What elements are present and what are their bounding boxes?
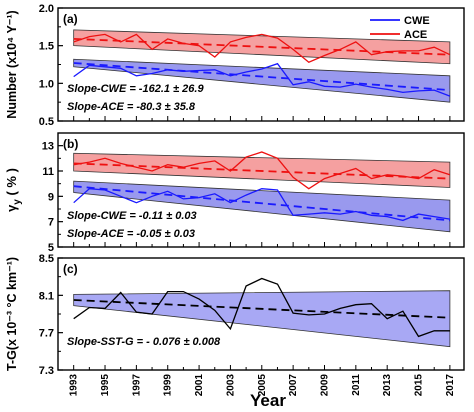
y-tick-label: 9	[48, 191, 54, 203]
trend-line-cwe	[73, 185, 450, 222]
legend-label-ace: ACE	[404, 29, 427, 41]
panels: 0.5 1.0 1.5 2.0 (a) Slope-CWE = -162.1 ± 26.9…	[4, 3, 465, 377]
panel-label: (a)	[63, 12, 78, 26]
panel-label: (b)	[63, 137, 78, 151]
panel-label: (c)	[63, 262, 78, 276]
confidence-band-cwe	[73, 180, 451, 233]
y-tick-label: 8.5	[39, 253, 54, 265]
legend-label-cwe: CWE	[404, 15, 430, 27]
x-tick-label: 1993	[69, 374, 80, 397]
y-tick-label: 0.5	[39, 116, 54, 128]
x-tick-label: 2013	[382, 374, 393, 397]
x-tick-label: 1997	[131, 374, 142, 397]
series-line-ace	[73, 151, 451, 190]
plot-frame	[57, 132, 465, 248]
x-tick-label: 1999	[163, 374, 174, 397]
x-tick-label: 2015	[414, 374, 425, 397]
y-tick-label: 7.3	[39, 365, 54, 377]
y-tick-label: 2.0	[39, 3, 54, 15]
y-tick-label: 5	[48, 242, 54, 254]
x-tick-label: 2001	[194, 374, 205, 397]
slope-annotation: Slope-CWE = -162.1 ± 26.9	[67, 83, 204, 95]
series-line-cwe	[73, 62, 451, 97]
series-line-cwe	[73, 188, 451, 222]
y-axis-label: γy ( % )	[4, 168, 23, 212]
confidence-band-cwe	[73, 58, 451, 103]
x-tick-label: 2011	[351, 374, 362, 396]
x-tick-label: 2009	[319, 374, 330, 397]
y-tick-label: 11	[42, 166, 54, 178]
series-line-sst-g	[73, 277, 450, 338]
legend: CWE ACE	[370, 15, 430, 41]
y-axis-label: T-G(x 10⁻³ °C km⁻¹)	[5, 257, 19, 371]
x-tick-label: 2005	[257, 374, 268, 397]
trend-line-ace	[73, 162, 450, 180]
x-tick-label: 1995	[100, 374, 111, 397]
slope-annotation: Slope-CWE = -0.11 ± 0.03	[67, 210, 197, 222]
slope-annotation: Slope-ACE = -0.05 ± 0.03	[67, 228, 195, 240]
y-tick-label: 13	[42, 141, 54, 153]
slope-annotation: Slope-SST-G = - 0.076 ± 0.008	[67, 336, 221, 348]
x-axis-label: Year	[250, 391, 286, 410]
y-tick-label: 8.1	[39, 290, 54, 302]
y-tick-label: 7.7	[39, 328, 54, 340]
y-axis-label: Number (x10⁴ Y⁻¹)	[5, 10, 19, 118]
y-tick-label: 1.0	[39, 78, 54, 90]
x-tick-label: 2017	[445, 374, 456, 397]
panel-1: 0.5 1.0 1.5 2.0 (a) Slope-CWE = -162.1 ± 26.9…	[5, 3, 465, 128]
trend-line-cwe	[73, 62, 450, 92]
panel-3: 7.3 7.7 8.1 8.5 (c) Slope-SST-G = - 0.076 ± 0…	[5, 253, 465, 377]
slope-annotation: Slope-ACE = -80.3 ± 35.8	[67, 101, 196, 113]
y-tick-label: 1.5	[39, 41, 54, 53]
panel-2: 5 7 9 11 13 (b) Slope-CWE = -0.11 ± 0.03 Slope-…	[4, 132, 465, 254]
x-tick-label: 2003	[225, 374, 236, 397]
y-tick-label: 7	[48, 217, 54, 229]
x-tick-label: 2007	[288, 374, 299, 397]
trend-line-ace	[73, 37, 450, 56]
trend-line-sst-g	[73, 299, 450, 319]
x-axis: 1993 1995 1997 1999 2001 2003 2005 2007 2009 2011…	[69, 374, 456, 397]
